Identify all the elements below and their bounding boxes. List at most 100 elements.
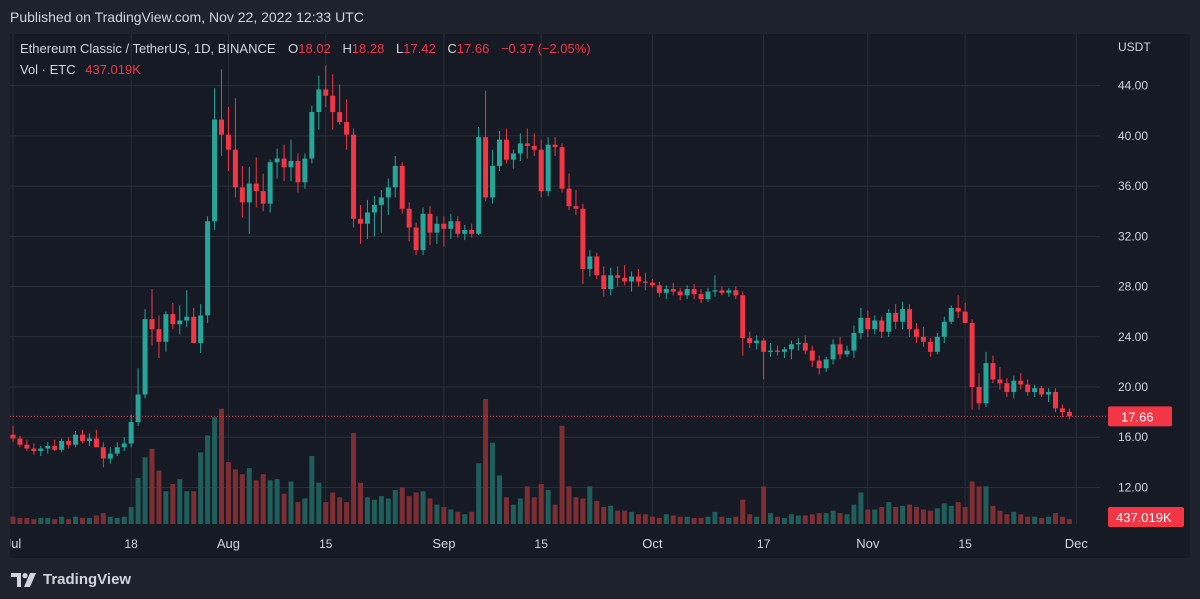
candle: [385, 178, 391, 215]
candle: [781, 346, 787, 359]
volume-bar: [587, 486, 593, 524]
volume-bar: [267, 480, 273, 524]
candle: [371, 196, 377, 237]
volume-bar: [872, 509, 878, 524]
candle-body: [559, 147, 565, 189]
candle: [927, 338, 933, 357]
candle: [351, 128, 357, 228]
price-axis[interactable]: 12.00 16.00 20.00 24.00 28.00 32.00 36.00 40.00…: [1118, 79, 1148, 495]
candle-body: [191, 316, 197, 344]
volume-bar: [406, 496, 412, 524]
candle: [788, 340, 794, 360]
candle-body: [642, 281, 648, 283]
volume-bar: [545, 490, 551, 524]
candle: [267, 159, 273, 213]
price-tick-label: 40.00: [1118, 129, 1148, 143]
candle-body: [747, 338, 753, 344]
volume-bar: [649, 516, 655, 524]
candle-body: [531, 145, 537, 150]
candle: [246, 167, 252, 234]
candle-body: [497, 139, 502, 167]
candle-body: [969, 322, 975, 387]
candle: [955, 295, 961, 318]
candle: [608, 267, 614, 296]
candle: [865, 310, 871, 337]
volume-bar: [191, 491, 197, 524]
candle: [934, 333, 940, 355]
candle-body: [156, 329, 162, 342]
candle-body: [490, 166, 496, 198]
volume-bar: [24, 517, 30, 524]
candle-body: [434, 223, 440, 233]
candle: [59, 438, 65, 453]
symbol-name[interactable]: Ethereum Classic / TetherUS, 1D, BINANCE: [20, 41, 276, 56]
volume-bar: [823, 513, 829, 524]
candle-body: [795, 343, 801, 345]
candle: [1025, 379, 1031, 396]
volume-bar: [17, 517, 23, 524]
candle-body: [781, 349, 787, 352]
candle-body: [253, 183, 259, 192]
high-value: 18.28: [351, 41, 385, 56]
time-axis[interactable]: Jul 18 Aug 15 Sep 15 Oct 17 Nov 15 Dec: [10, 536, 1088, 551]
candle: [128, 414, 134, 448]
time-tick-label: 15: [958, 537, 972, 551]
candle-body: [886, 312, 892, 332]
price-tick-label: 28.00: [1118, 280, 1148, 294]
volume-bar: [156, 470, 162, 524]
volume-bar: [684, 516, 690, 524]
volume-bar: [392, 490, 398, 524]
volume-bar: [337, 497, 343, 524]
candle-body: [608, 275, 614, 290]
price-tick-label: 12.00: [1118, 480, 1148, 494]
time-tick-label: Nov: [856, 536, 880, 551]
candle-body: [920, 336, 926, 342]
candle: [17, 435, 23, 448]
volume-bar: [851, 504, 857, 524]
candle-body: [955, 307, 961, 312]
volume-bar: [184, 491, 190, 524]
candle: [851, 325, 857, 359]
candle-body: [524, 143, 530, 146]
volume-bar: [754, 516, 760, 524]
chart-area[interactable]: 12.00 16.00 20.00 24.00 28.00 32.00 36.00 40.00…: [10, 34, 1190, 558]
time-tick-label: 18: [124, 537, 138, 551]
volume-bar: [837, 513, 843, 524]
candle-body: [816, 360, 822, 369]
candle-body: [274, 158, 280, 163]
volume-bar: [608, 505, 614, 524]
volume-bar: [879, 507, 885, 524]
candle: [1039, 385, 1045, 398]
tradingview-logo[interactable]: TradingView: [11, 571, 131, 588]
volume-bar: [316, 482, 322, 524]
candle-body: [31, 448, 37, 452]
price-tick-label: 32.00: [1118, 229, 1148, 243]
candle-body: [107, 453, 113, 459]
candle: [754, 335, 760, 350]
candlestick-chart[interactable]: 12.00 16.00 20.00 24.00 28.00 32.00 36.00 40.00…: [10, 34, 1190, 558]
volume-bar: [969, 481, 975, 524]
candle-body: [872, 320, 878, 330]
candle-body: [663, 289, 669, 293]
candle: [10, 425, 16, 443]
candle: [524, 128, 530, 159]
volume-bar: [344, 502, 350, 524]
volume-bar: [670, 515, 676, 524]
candle: [914, 322, 919, 344]
candle: [642, 272, 648, 291]
volume-bar: [601, 507, 607, 524]
candle-body: [503, 139, 509, 160]
volume-bar: [52, 519, 58, 524]
symbol-legend[interactable]: Ethereum Classic / TetherUS, 1D, BINANCE…: [20, 41, 591, 56]
volume-legend[interactable]: Vol · ETC 437.019K: [20, 62, 141, 77]
price-tick-label: 16.00: [1118, 430, 1148, 444]
volume-bar: [990, 505, 996, 524]
volume-bar: [198, 452, 204, 524]
candle: [31, 443, 37, 455]
candle: [253, 157, 259, 208]
candle-body: [1039, 388, 1045, 395]
volume-bar: [1018, 514, 1024, 524]
candle-body: [295, 161, 301, 183]
candle: [330, 74, 336, 130]
candle: [1011, 375, 1017, 399]
